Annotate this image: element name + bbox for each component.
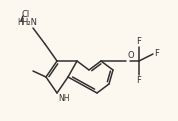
Text: Cl: Cl: [22, 10, 30, 19]
Text: F: F: [154, 49, 159, 58]
Text: F: F: [137, 37, 142, 46]
Text: H: H: [17, 18, 23, 27]
Text: NH: NH: [58, 94, 69, 103]
Text: H₂N: H₂N: [21, 18, 37, 27]
Text: O: O: [127, 51, 134, 60]
Text: F: F: [137, 76, 142, 85]
